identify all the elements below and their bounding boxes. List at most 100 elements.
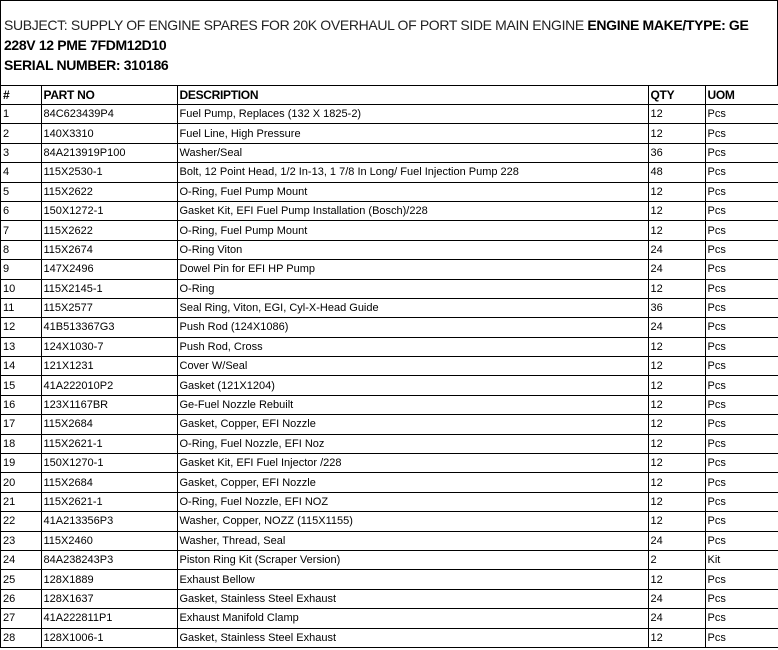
cell-description: Fuel Line, High Pressure bbox=[177, 123, 649, 144]
cell-qty: 24 bbox=[648, 259, 706, 280]
cell-description: O-Ring, Fuel Pump Mount bbox=[177, 220, 649, 241]
table-row: 27 41A222811P1 Exhaust Manifold Clamp 24 Pcs bbox=[1, 608, 778, 629]
cell-qty: 12 bbox=[648, 492, 706, 513]
cell-number: 18 bbox=[1, 434, 42, 455]
cell-number: 27 bbox=[1, 608, 42, 629]
cell-description: Push Rod (124X1086) bbox=[177, 317, 649, 338]
cell-qty: 12 bbox=[648, 201, 706, 222]
cell-part-no: 147X2496 bbox=[41, 259, 178, 280]
cell-number: 1 bbox=[1, 104, 42, 125]
cell-description: Push Rod, Cross bbox=[177, 337, 649, 358]
header-uom: UOM bbox=[705, 86, 778, 105]
cell-uom: Pcs bbox=[705, 143, 778, 164]
table-row: 5 115X2622 O-Ring, Fuel Pump Mount 12 Pcs bbox=[1, 182, 778, 202]
cell-description: Fuel Pump, Replaces (132 X 1825-2) bbox=[177, 104, 649, 125]
cell-part-no: 128X1006-1 bbox=[41, 628, 178, 648]
cell-number: 16 bbox=[1, 395, 42, 416]
table-row: 4 115X2530-1 Bolt, 12 Point Head, 1/2 In-1… bbox=[1, 162, 778, 183]
cell-uom: Pcs bbox=[705, 201, 778, 222]
table-row: 14 121X1231 Cover W/Seal 12 Pcs bbox=[1, 356, 778, 377]
table-row: 13 124X1030-7 Push Rod, Cross 12 Pcs bbox=[1, 337, 778, 358]
cell-part-no: 84A213919P100 bbox=[41, 143, 178, 164]
cell-qty: 24 bbox=[648, 608, 706, 629]
cell-uom: Pcs bbox=[705, 375, 778, 396]
cell-number: 24 bbox=[1, 550, 42, 571]
cell-uom: Pcs bbox=[705, 162, 778, 183]
cell-description: O-Ring bbox=[177, 279, 649, 299]
table-row: 1 84C623439P4 Fuel Pump, Replaces (132 X 1… bbox=[1, 104, 778, 125]
cell-part-no: 84C623439P4 bbox=[41, 104, 178, 125]
cell-description: Washer, Thread, Seal bbox=[177, 531, 649, 551]
table-row: 3 84A213919P100 Washer/Seal 36 Pcs bbox=[1, 143, 778, 164]
cell-qty: 12 bbox=[648, 337, 706, 358]
cell-qty: 12 bbox=[648, 356, 706, 377]
parts-table: # PART NO DESCRIPTION QTY UOM 1 84C623439… bbox=[1, 86, 778, 648]
table-row: 11 115X2577 Seal Ring, Viton, EGI, Cyl-X-H… bbox=[1, 298, 778, 319]
table-row: 24 84A238243P3 Piston Ring Kit (Scraper Ve… bbox=[1, 550, 778, 571]
table-row: 17 115X2684 Gasket, Copper, EFI Nozzle 12 Pc… bbox=[1, 414, 778, 435]
cell-number: 4 bbox=[1, 162, 42, 183]
cell-qty: 12 bbox=[648, 569, 706, 590]
cell-uom: Pcs bbox=[705, 220, 778, 241]
cell-number: 11 bbox=[1, 298, 42, 319]
table-row: 19 150X1270-1 Gasket Kit, EFI Fuel Injecto… bbox=[1, 453, 778, 474]
cell-number: 2 bbox=[1, 123, 42, 144]
table-row: 18 115X2621-1 O-Ring, Fuel Nozzle, EFI Noz… bbox=[1, 434, 778, 455]
cell-part-no: 128X1889 bbox=[41, 569, 178, 590]
cell-qty: 12 bbox=[648, 511, 706, 532]
cell-qty: 48 bbox=[648, 162, 706, 183]
cell-description: Washer, Copper, NOZZ (115X1155) bbox=[177, 511, 649, 532]
cell-uom: Pcs bbox=[705, 104, 778, 125]
cell-qty: 12 bbox=[648, 434, 706, 455]
cell-description: Exhaust Bellow bbox=[177, 569, 649, 590]
table-row: 10 115X2145-1 O-Ring 12 Pcs bbox=[1, 279, 778, 299]
cell-part-no: 115X2145-1 bbox=[41, 279, 178, 299]
cell-description: Gasket, Copper, EFI Nozzle bbox=[177, 472, 649, 493]
cell-description: Cover W/Seal bbox=[177, 356, 649, 377]
cell-qty: 12 bbox=[648, 123, 706, 144]
cell-number: 20 bbox=[1, 472, 42, 493]
serial-number: SERIAL NUMBER: 310186 bbox=[4, 57, 169, 73]
cell-description: Gasket (121X1204) bbox=[177, 375, 649, 396]
cell-uom: Pcs bbox=[705, 279, 778, 299]
cell-part-no: 41A222010P2 bbox=[41, 375, 178, 396]
cell-uom: Pcs bbox=[705, 569, 778, 590]
subject-text: SUBJECT: SUPPLY OF ENGINE SPARES FOR 20K… bbox=[4, 17, 584, 33]
cell-number: 22 bbox=[1, 511, 42, 532]
cell-qty: 12 bbox=[648, 472, 706, 493]
cell-description: O-Ring, Fuel Nozzle, EFI NOZ bbox=[177, 492, 649, 513]
cell-description: Gasket, Stainless Steel Exhaust bbox=[177, 589, 649, 610]
cell-number: 23 bbox=[1, 531, 42, 551]
cell-qty: 36 bbox=[648, 298, 706, 319]
cell-uom: Pcs bbox=[705, 395, 778, 416]
table-row: 15 41A222010P2 Gasket (121X1204) 12 Pcs bbox=[1, 375, 778, 396]
cell-part-no: 128X1637 bbox=[41, 589, 178, 610]
cell-description: Gasket Kit, EFI Fuel Injector /228 bbox=[177, 453, 649, 474]
cell-qty: 24 bbox=[648, 531, 706, 551]
table-row: 20 115X2684 Gasket, Copper, EFI Nozzle 12 Pc… bbox=[1, 472, 778, 493]
cell-qty: 12 bbox=[648, 453, 706, 474]
table-row: 28 128X1006-1 Gasket, Stainless Steel Exha… bbox=[1, 628, 778, 648]
cell-number: 6 bbox=[1, 201, 42, 222]
cell-part-no: 115X2684 bbox=[41, 472, 178, 493]
cell-uom: Pcs bbox=[705, 182, 778, 202]
cell-uom: Pcs bbox=[705, 472, 778, 493]
cell-part-no: 115X2577 bbox=[41, 298, 178, 319]
cell-number: 13 bbox=[1, 337, 42, 358]
cell-uom: Pcs bbox=[705, 240, 778, 261]
cell-description: Washer/Seal bbox=[177, 143, 649, 164]
cell-number: 9 bbox=[1, 259, 42, 280]
cell-uom: Pcs bbox=[705, 298, 778, 319]
cell-description: Bolt, 12 Point Head, 1/2 In-13, 1 7/8 In… bbox=[177, 162, 649, 183]
cell-qty: 2 bbox=[648, 550, 706, 571]
cell-qty: 12 bbox=[648, 104, 706, 125]
cell-number: 28 bbox=[1, 628, 42, 648]
header-description: DESCRIPTION bbox=[177, 86, 649, 105]
cell-part-no: 115X2622 bbox=[41, 182, 178, 202]
cell-uom: Pcs bbox=[705, 531, 778, 551]
cell-qty: 36 bbox=[648, 143, 706, 164]
cell-number: 26 bbox=[1, 589, 42, 610]
cell-description: Ge-Fuel Nozzle Rebuilt bbox=[177, 395, 649, 416]
engine-make-type: ENGINE MAKE/TYPE: GE 228V 12 PME 7FDM12D… bbox=[4, 17, 749, 53]
cell-description: Dowel Pin for EFI HP Pump bbox=[177, 259, 649, 280]
